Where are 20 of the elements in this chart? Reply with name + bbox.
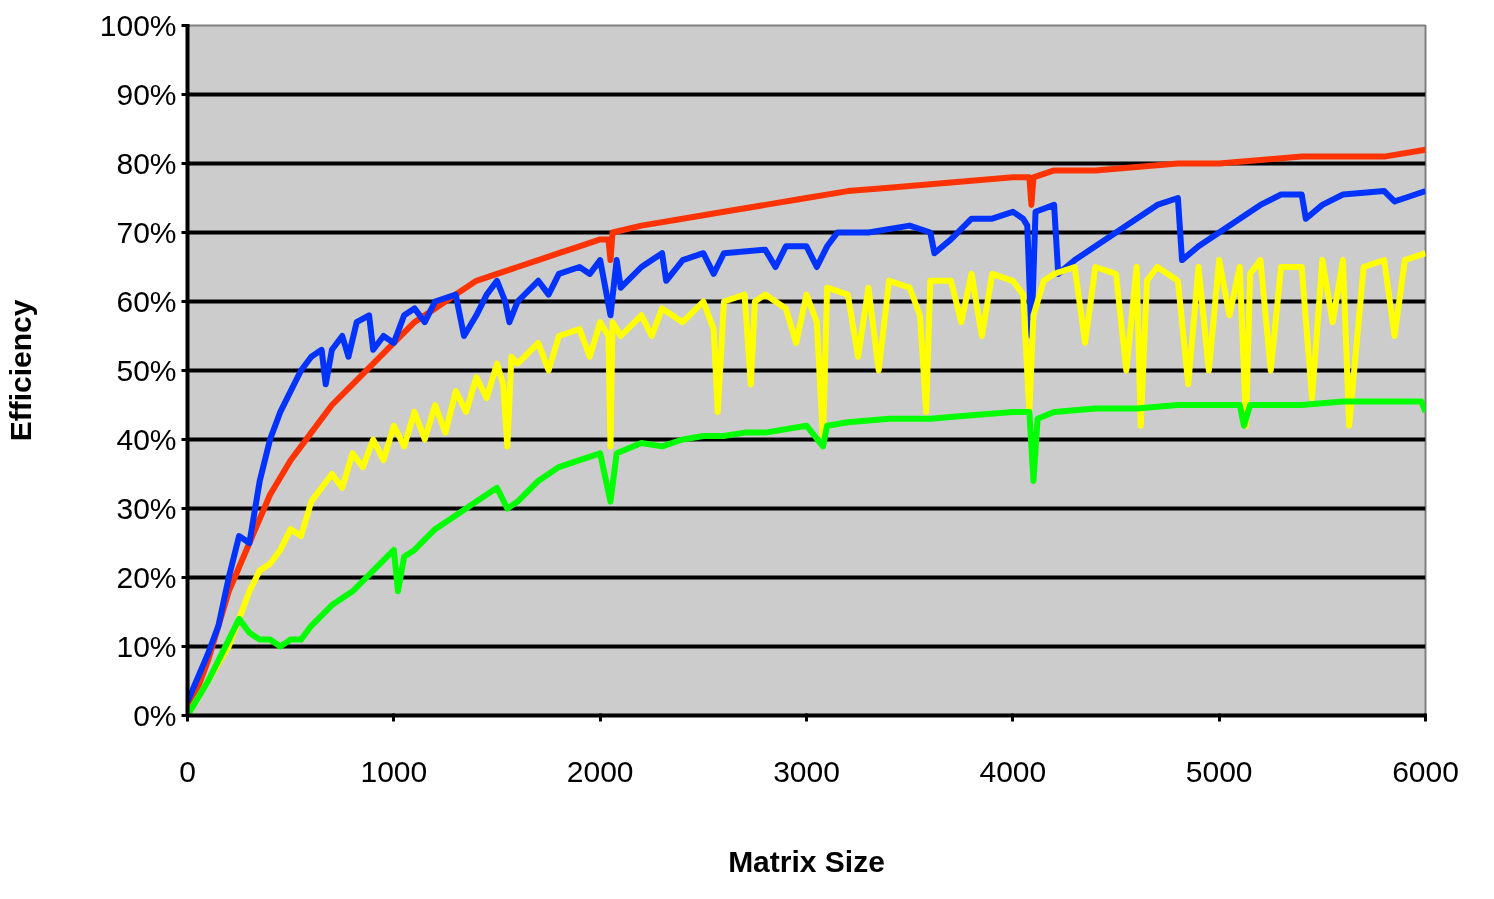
y-axis-title: Efficiency — [3, 299, 37, 442]
x-axis-title: Matrix Size — [728, 844, 885, 878]
y-tick-label: 60% — [116, 285, 177, 318]
x-tick-label: 2000 — [566, 754, 634, 788]
x-tick-label: 6000 — [1392, 754, 1459, 788]
y-tick-label: 70% — [116, 216, 177, 249]
y-tick-label: 50% — [116, 354, 177, 387]
x-tick-label: 1000 — [360, 754, 428, 788]
y-tick-label: 20% — [116, 561, 177, 594]
y-tick-label: 30% — [116, 492, 177, 525]
x-tick-label: 3000 — [773, 754, 840, 788]
x-tick-label: 4000 — [979, 754, 1047, 788]
y-tick-label: 0% — [133, 699, 177, 732]
y-tick-label: 90% — [116, 78, 177, 111]
y-tick-label: 80% — [116, 147, 177, 180]
x-tick-label: 0 — [179, 754, 196, 788]
y-tick-label: 40% — [116, 423, 177, 456]
x-tick-label: 5000 — [1185, 754, 1253, 788]
y-tick-label: 100% — [99, 9, 177, 42]
y-tick-label: 10% — [116, 630, 177, 663]
